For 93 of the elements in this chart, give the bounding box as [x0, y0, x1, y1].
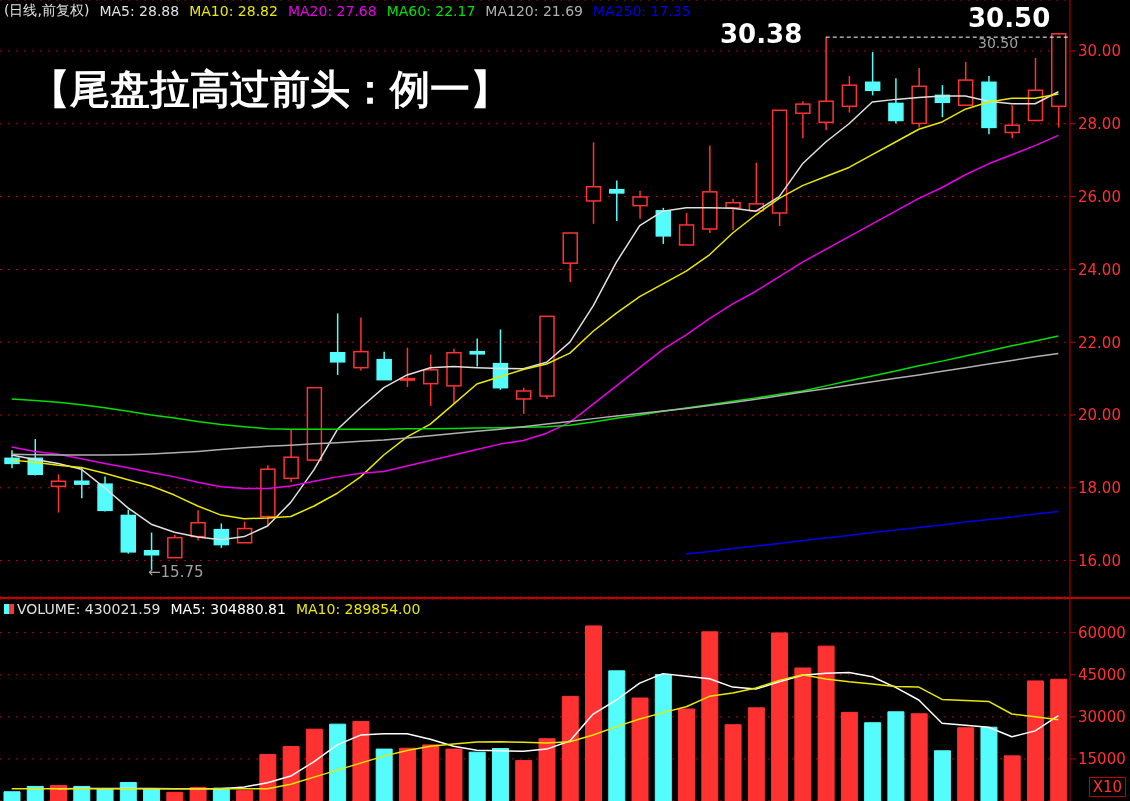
line-series [10, 134, 1060, 490]
annotation: ←15.75 [148, 563, 204, 581]
bar [794, 667, 812, 801]
bar [422, 744, 440, 801]
bar [1050, 678, 1068, 801]
annotation: 30.38 [720, 19, 803, 49]
text: MA250: 17.35 [592, 2, 691, 20]
text: MA5: 28.88 [99, 2, 180, 20]
bar [143, 788, 161, 801]
bar [305, 728, 323, 801]
y-tick-label: 60000 [1078, 623, 1126, 642]
bar [212, 787, 230, 801]
candlestick [190, 509, 206, 542]
candlestick [353, 316, 369, 372]
candlestick [1004, 104, 1020, 140]
bar [724, 724, 742, 801]
bar [375, 748, 393, 801]
bar [1003, 755, 1021, 801]
y-tick-label: 28.00 [1078, 115, 1121, 134]
bar [864, 722, 882, 801]
bar [585, 625, 603, 801]
bar [50, 785, 68, 801]
bar [282, 746, 300, 801]
bar [771, 632, 789, 801]
bar [73, 785, 91, 801]
candlestick [818, 36, 834, 132]
candlestick [469, 337, 485, 368]
bar [910, 713, 928, 801]
bar [747, 707, 765, 801]
bar [887, 711, 905, 801]
y-tick-label: 22.00 [1078, 333, 1121, 352]
bar [468, 751, 486, 801]
bar [236, 790, 254, 801]
candlestick [911, 67, 927, 129]
bar [654, 673, 672, 801]
annotation: 30.50 [978, 35, 1019, 52]
candlestick [446, 347, 462, 404]
bar [1026, 680, 1044, 801]
bar [840, 711, 858, 801]
bar [259, 753, 277, 801]
bar [166, 791, 184, 801]
bar [352, 721, 370, 801]
text: 【尾盘拉高过前头：例一】 [30, 65, 510, 114]
bar [491, 748, 509, 801]
text: MA10: 289854.00 [295, 601, 421, 617]
y-tick-label: 20.00 [1078, 406, 1121, 425]
candlestick [585, 141, 602, 225]
y-tick-label: 30.00 [1078, 42, 1121, 61]
candlestick [981, 75, 997, 136]
text: MA20: 27.68 [287, 2, 377, 20]
bar [817, 645, 835, 801]
candlestick [632, 190, 648, 220]
candlestick [283, 429, 299, 484]
text: MA10: 28.82 [189, 2, 278, 20]
candlestick [795, 100, 811, 140]
legend-label: VOLUME: 430021.59 [16, 601, 161, 617]
bar [561, 695, 579, 801]
chart-subtitle: (日线,前复权) [4, 2, 90, 20]
bar [26, 785, 44, 801]
text: MA120: 21.69 [485, 2, 583, 20]
bar [119, 781, 137, 801]
y-tick-label: 45000 [1078, 666, 1126, 685]
bar [329, 723, 347, 801]
candlestick [888, 77, 904, 125]
annotation: 30.50 [968, 3, 1051, 33]
y-tick-label: 18.00 [1078, 479, 1121, 498]
line-series [685, 510, 1060, 555]
y-tick-label: 30000 [1078, 708, 1126, 727]
candlestick [702, 144, 718, 234]
bar [538, 738, 556, 801]
bar [933, 750, 951, 801]
candlestick [609, 179, 625, 222]
bar [678, 708, 696, 801]
line-series [10, 352, 1060, 456]
bar [3, 791, 21, 801]
y-axis-title: X10 [1088, 777, 1126, 797]
candlestick [74, 467, 90, 500]
bar [631, 697, 649, 801]
bar [608, 670, 626, 801]
text: MA5: 304880.81 [170, 601, 286, 617]
bar [980, 726, 998, 801]
bar [96, 788, 114, 801]
bar [445, 748, 463, 801]
text: MA60: 22.17 [386, 2, 476, 20]
y-tick-label: 15000 [1078, 750, 1126, 769]
bar [515, 760, 533, 801]
y-tick-label: 26.00 [1078, 187, 1121, 206]
line-series [10, 335, 1060, 430]
y-tick-label: 16.00 [1078, 551, 1121, 570]
bar [701, 631, 719, 801]
bar [398, 747, 416, 801]
y-tick-label: 24.00 [1078, 260, 1121, 279]
bar [957, 727, 975, 801]
